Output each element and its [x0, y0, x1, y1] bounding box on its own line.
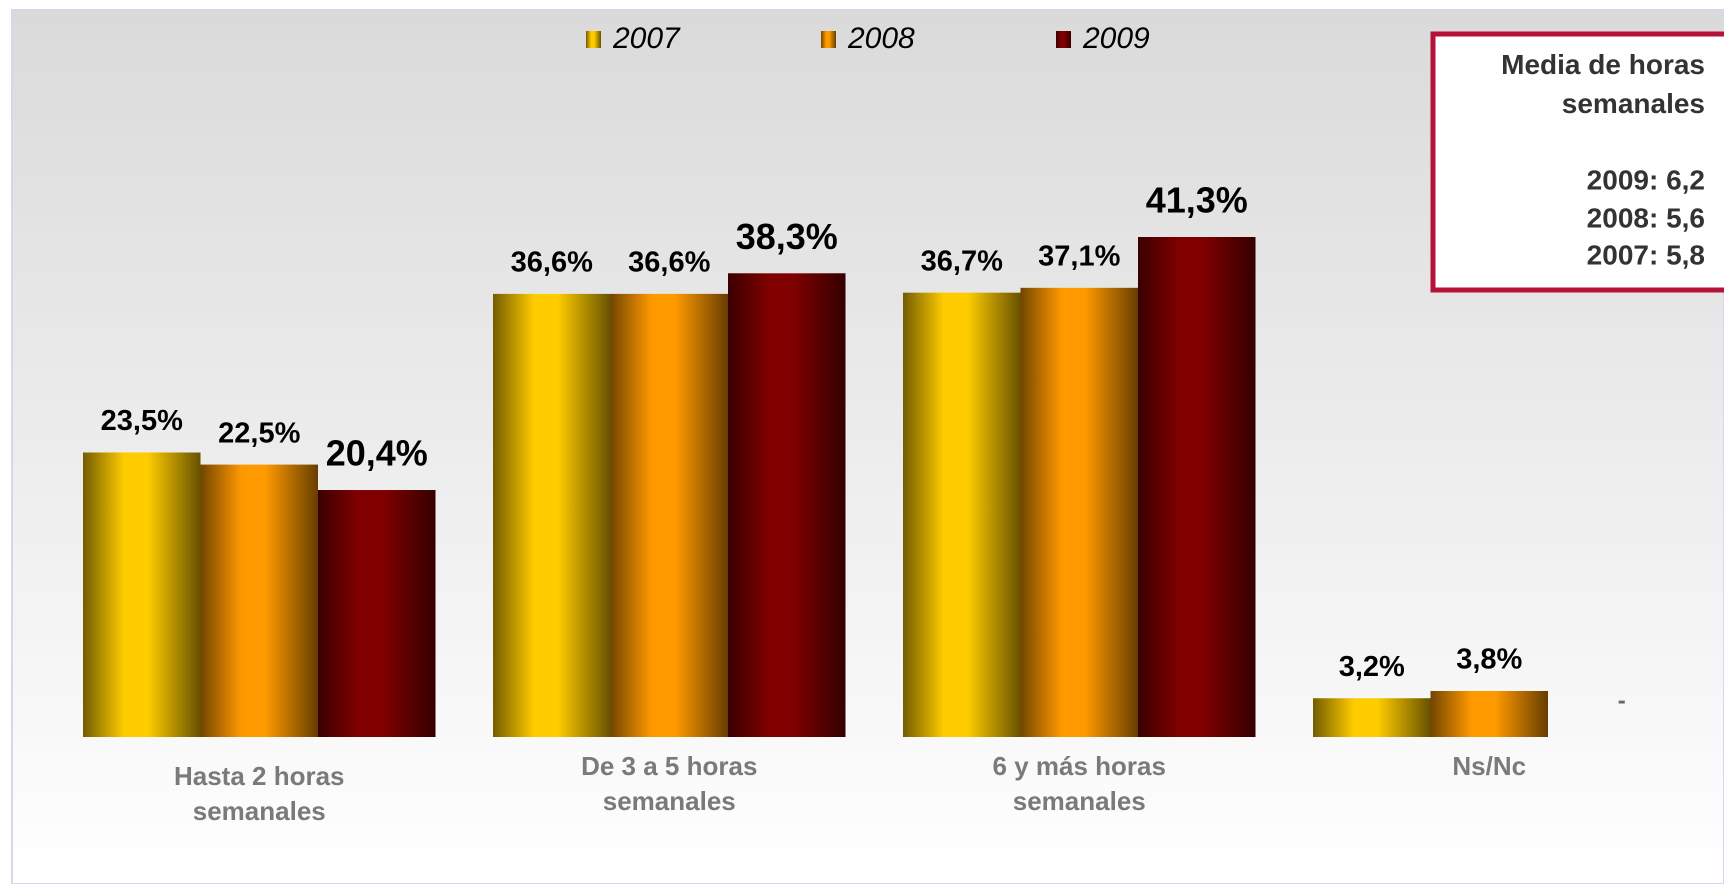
note-line: 2007: 5,8 [1587, 239, 1705, 270]
bar-shade [610, 293, 728, 737]
x-tick-label: 6 y más horas semanales [993, 751, 1166, 816]
value-label: 41,3% [1146, 180, 1248, 221]
value-label: 36,7% [921, 245, 1003, 277]
note-line: 2008: 5,6 [1587, 202, 1705, 233]
bar-shade [1430, 690, 1548, 737]
legend-label: 2007 [612, 22, 681, 55]
note-box [1430, 31, 1724, 293]
legend-swatch-shade [586, 31, 601, 48]
value-label: 3,2% [1339, 651, 1405, 683]
x-tick-label: De 3 a 5 horas semanales [581, 751, 757, 816]
bar-shade [903, 292, 1021, 737]
bar-shade [200, 464, 318, 737]
legend-swatch-shade [1056, 31, 1071, 48]
value-label: - [1618, 687, 1626, 714]
note-line: 2009: 6,2 [1587, 164, 1705, 195]
bar-shade [1313, 698, 1431, 737]
value-label: 22,5% [218, 417, 300, 449]
bar-shade [728, 273, 846, 737]
legend-label: 2008 [847, 22, 915, 55]
legend-swatch-shade [821, 31, 836, 48]
bar-shade [1138, 237, 1256, 737]
value-label: 37,1% [1038, 241, 1120, 273]
value-label: 3,8% [1456, 644, 1522, 676]
value-label: 20,4% [326, 433, 428, 474]
bar-shade [493, 293, 611, 737]
value-label: 38,3% [736, 216, 838, 257]
x-tick-label: Hasta 2 horas semanales [174, 761, 345, 826]
bar-shade [83, 452, 201, 737]
value-label: 36,6% [511, 247, 593, 279]
x-tick-label: Ns/Nc [1452, 751, 1526, 781]
value-label: 36,6% [628, 247, 710, 279]
bar-shade [1020, 287, 1138, 737]
bar-shade [318, 490, 436, 737]
legend-label: 2009 [1082, 22, 1150, 55]
note-title: Media de horas semanales [1501, 49, 1705, 119]
value-label: 23,5% [101, 405, 183, 437]
